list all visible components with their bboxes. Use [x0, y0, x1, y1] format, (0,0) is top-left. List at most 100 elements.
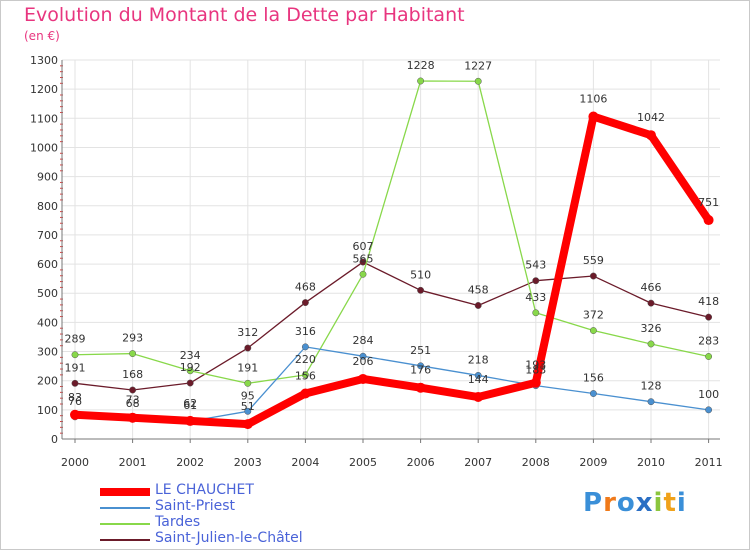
logo-letter: r — [603, 488, 617, 518]
axes: 0 100 200 300 400 500 600 700 800 900 1000 1100 1200… — [30, 54, 723, 469]
data-point — [474, 77, 482, 85]
data-label: 418 — [698, 295, 719, 308]
data-point — [646, 130, 656, 141]
data-label: 372 — [583, 309, 604, 322]
x-tick-label: 2000 — [61, 456, 89, 469]
data-point — [71, 379, 79, 387]
x-tick-label: 2004 — [291, 456, 319, 469]
data-point — [474, 371, 482, 379]
data-point — [359, 270, 367, 278]
data-label: 76 — [68, 395, 82, 408]
data-point — [358, 373, 368, 384]
x-tick-label: 2005 — [349, 456, 377, 469]
data-point — [244, 379, 252, 387]
x-tick-label: 2008 — [522, 456, 550, 469]
data-point — [417, 362, 425, 370]
data-label: 468 — [295, 281, 316, 294]
data-label: 289 — [65, 333, 86, 346]
x-tick-label: 2002 — [176, 456, 204, 469]
data-label: 68 — [126, 397, 140, 410]
series-line-saint-julien-le-ch-tel — [74, 261, 710, 391]
data-label: 510 — [410, 268, 431, 281]
data-label: 1042 — [637, 111, 665, 124]
data-label: 251 — [410, 344, 431, 357]
data-point — [647, 398, 655, 406]
data-point — [301, 343, 309, 351]
x-tick-label: 2010 — [637, 456, 665, 469]
series-lines — [70, 77, 714, 430]
data-point — [127, 412, 138, 423]
data-label: 283 — [698, 334, 719, 347]
logo-letter: t — [663, 488, 677, 518]
data-point — [705, 406, 713, 414]
y-tick-label: 1000 — [30, 141, 58, 154]
y-tick-label: 300 — [37, 346, 58, 359]
series-line-tardes — [74, 80, 710, 384]
data-label: 316 — [295, 325, 316, 338]
logo-letter: P — [583, 488, 604, 518]
legend-swatch — [100, 488, 150, 496]
data-point — [647, 340, 655, 348]
y-tick-label: 1300 — [30, 54, 58, 67]
data-point — [532, 277, 540, 285]
legend-label: Saint-Priest — [155, 498, 236, 514]
data-label: 144 — [468, 373, 489, 386]
data-label: 234 — [180, 349, 201, 362]
data-point — [532, 309, 540, 317]
x-tick-label: 2006 — [407, 456, 435, 469]
data-point — [129, 350, 137, 358]
data-point — [474, 302, 482, 309]
data-label: 293 — [122, 332, 143, 345]
data-label: 156 — [295, 370, 316, 383]
data-label: 565 — [353, 252, 374, 265]
x-tick-label: 2007 — [464, 456, 492, 469]
data-point — [589, 272, 597, 280]
data-label: 168 — [122, 368, 143, 381]
data-label: 176 — [410, 364, 431, 377]
chart-subtitle: (en €) — [24, 29, 60, 43]
data-label: 312 — [237, 326, 258, 339]
data-point — [473, 392, 484, 403]
data-point — [589, 390, 597, 397]
data-label: 62 — [183, 397, 197, 410]
y-tick-label: 800 — [37, 200, 58, 213]
data-label: 559 — [583, 254, 604, 267]
y-tick-label: 0 — [51, 433, 58, 446]
data-point — [300, 388, 311, 399]
data-label: 83 — [68, 391, 82, 404]
data-label: 192 — [180, 361, 201, 374]
x-tick-label: 2011 — [695, 456, 723, 469]
data-label: 433 — [525, 291, 546, 304]
legend-swatch — [100, 539, 150, 541]
series-line-le-chauchet — [71, 112, 713, 429]
data-label: 128 — [641, 380, 662, 393]
proxiti-logo: Proxiti — [583, 488, 687, 518]
data-point — [705, 313, 713, 321]
y-tick-label: 200 — [37, 375, 58, 388]
data-point — [242, 419, 253, 430]
legend-label: LE CHAUCHET — [155, 482, 254, 498]
data-label: 220 — [295, 353, 316, 366]
y-tick-label: 900 — [37, 171, 58, 184]
data-label: 218 — [468, 353, 489, 366]
data-label: 1228 — [407, 59, 435, 72]
data-label: 191 — [237, 361, 258, 374]
data-point — [647, 299, 655, 307]
data-label: 284 — [353, 334, 374, 347]
data-label: 193 — [525, 359, 546, 372]
chart-title: Evolution du Montant de la Dette par Hab… — [24, 4, 465, 26]
data-point — [186, 379, 194, 387]
data-label: 543 — [525, 259, 546, 272]
y-tick-label: 700 — [37, 229, 58, 242]
data-label: 751 — [698, 196, 719, 209]
y-tick-label: 100 — [37, 404, 58, 417]
data-label: 206 — [353, 355, 374, 368]
x-tick-label: 2003 — [234, 456, 262, 469]
data-label: 61 — [183, 399, 197, 412]
data-label: 191 — [65, 361, 86, 374]
data-label: 183 — [525, 364, 546, 377]
data-point — [588, 111, 599, 122]
data-point — [185, 415, 196, 426]
legend-swatch — [100, 523, 150, 525]
